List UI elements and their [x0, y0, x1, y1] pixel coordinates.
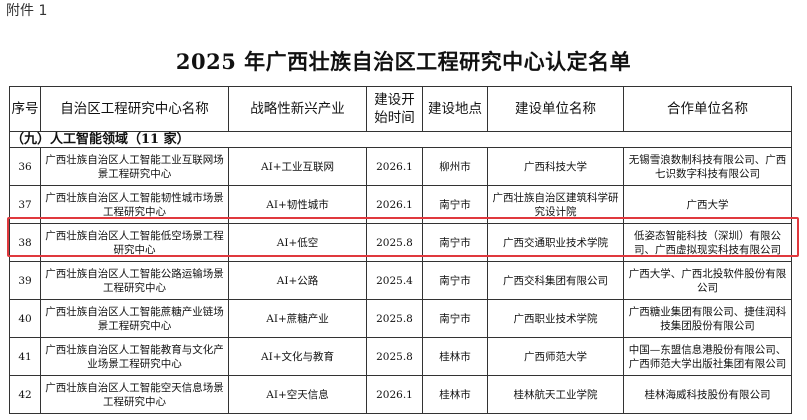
cell-partner: 低姿态智能科技（深圳）有限公司、广西虚拟现实科技有限公司 — [623, 223, 792, 262]
cell-industry: AI+工业互联网 — [228, 147, 367, 186]
table-row: 40 广西壮族自治区人工智能蔗糖产业链场景工程研究中心 AI+蔗糖产业 2025.8 南… — [9, 299, 792, 338]
cell-location: 柳州市 — [422, 147, 488, 186]
cell-name: 广西壮族自治区人工智能低空场景工程研究中心 — [40, 223, 229, 262]
cell-no: 42 — [9, 375, 41, 414]
table-row: 38 广西壮族自治区人工智能低空场景工程研究中心 AI+低空 2025.8 南宁市 广西交… — [9, 223, 792, 262]
cell-name: 广西壮族自治区人工智能公路运输场景工程研究中心 — [40, 261, 229, 300]
document-title: 2025 年广西壮族自治区工程研究中心认定名单 — [175, 49, 632, 74]
cell-builder: 广西职业技术学院 — [487, 299, 624, 338]
header-no: 序号 — [9, 86, 41, 132]
cell-partner: 桂林海威科技股份有限公司 — [623, 375, 792, 414]
cell-location: 桂林市 — [422, 375, 488, 414]
cell-partner: 中国—东盟信息港股份有限公司、广西师范大学出版社集团有限公司 — [623, 337, 792, 376]
cell-partner: 广西糖业集团有限公司、捷佳润科技集团股份有限公司 — [623, 299, 792, 338]
cell-industry: AI+韧性城市 — [228, 185, 367, 224]
cell-location: 南宁市 — [422, 223, 488, 262]
cell-start: 2025.4 — [366, 261, 423, 300]
cell-start: 2026.1 — [366, 185, 423, 224]
cell-no: 41 — [9, 337, 41, 376]
cell-no: 36 — [9, 147, 41, 186]
cell-no: 38 — [9, 223, 41, 262]
table-header-row: 序号 自治区工程研究中心名称 战略性新兴产业 建设开始时间 建设地点 建设单位名… — [9, 86, 792, 132]
cell-start: 2025.8 — [366, 337, 423, 376]
table-row: 36 广西壮族自治区人工智能工业互联网场景工程研究中心 AI+工业互联网 2026.1… — [9, 147, 792, 186]
header-center-name: 自治区工程研究中心名称 — [40, 86, 229, 132]
cell-industry: AI+低空 — [228, 223, 367, 262]
header-location: 建设地点 — [422, 86, 488, 132]
cell-partner: 广西大学 — [623, 185, 792, 224]
section-title: （九）人工智能领域（11 家） — [9, 131, 792, 148]
cell-no: 39 — [9, 261, 41, 300]
cell-industry: AI+文化与教育 — [228, 337, 367, 376]
cell-builder: 广西交科集团有限公司 — [487, 261, 624, 300]
cell-builder: 广西壮族自治区建筑科学研究设计院 — [487, 185, 624, 224]
cell-location: 南宁市 — [422, 261, 488, 300]
cell-partner: 广西大学、广西北投软件股份有限公司 — [623, 261, 792, 300]
cell-name: 广西壮族自治区人工智能蔗糖产业链场景工程研究中心 — [40, 299, 229, 338]
cell-no: 37 — [9, 185, 41, 224]
cell-name: 广西壮族自治区人工智能工业互联网场景工程研究中心 — [40, 147, 229, 186]
cell-name: 广西壮族自治区人工智能韧性城市场景工程研究中心 — [40, 185, 229, 224]
header-partner: 合作单位名称 — [623, 86, 792, 132]
cell-start: 2026.1 — [366, 375, 423, 414]
cell-no: 40 — [9, 299, 41, 338]
cell-location: 桂林市 — [422, 337, 488, 376]
table-row: 41 广西壮族自治区人工智能教育与文化产业场景工程研究中心 AI+文化与教育 2025… — [9, 337, 792, 376]
table-row: 39 广西壮族自治区人工智能公路运输场景工程研究中心 AI+公路 2025.4 南宁市广… — [9, 261, 792, 300]
cell-industry: AI+空天信息 — [228, 375, 367, 414]
header-start-time: 建设开始时间 — [366, 86, 423, 132]
table-row: 37 广西壮族自治区人工智能韧性城市场景工程研究中心 AI+韧性城市 2026.1 南宁… — [9, 185, 792, 224]
cell-name: 广西壮族自治区人工智能空天信息场景工程研究中心 — [40, 375, 229, 414]
cell-partner: 无锡雪浪数制科技有限公司、广西七识数字科技有限公司 — [623, 147, 792, 186]
cell-name: 广西壮族自治区人工智能教育与文化产业场景工程研究中心 — [40, 337, 229, 376]
section-row: （九）人工智能领域（11 家） — [9, 131, 792, 148]
cell-location: 南宁市 — [422, 299, 488, 338]
cell-builder: 广西交通职业技术学院 — [487, 223, 624, 262]
cell-start: 2025.8 — [366, 223, 423, 262]
header-builder: 建设单位名称 — [487, 86, 624, 132]
cell-industry: AI+蔗糖产业 — [228, 299, 367, 338]
cell-location: 南宁市 — [422, 185, 488, 224]
cell-builder: 桂林航天工业学院 — [487, 375, 624, 414]
attachment-label: 附件 1 — [6, 3, 48, 19]
cell-builder: 广西师范大学 — [487, 337, 624, 376]
header-industry: 战略性新兴产业 — [228, 86, 367, 132]
recognition-table: 序号 自治区工程研究中心名称 战略性新兴产业 建设开始时间 建设地点 建设单位名… — [9, 86, 792, 414]
cell-builder: 广西科技大学 — [487, 147, 624, 186]
table-row: 42 广西壮族自治区人工智能空天信息场景工程研究中心 AI+空天信息 2026.1 桂林… — [9, 375, 792, 414]
cell-start: 2025.8 — [366, 299, 423, 338]
cell-industry: AI+公路 — [228, 261, 367, 300]
cell-start: 2026.1 — [366, 147, 423, 186]
